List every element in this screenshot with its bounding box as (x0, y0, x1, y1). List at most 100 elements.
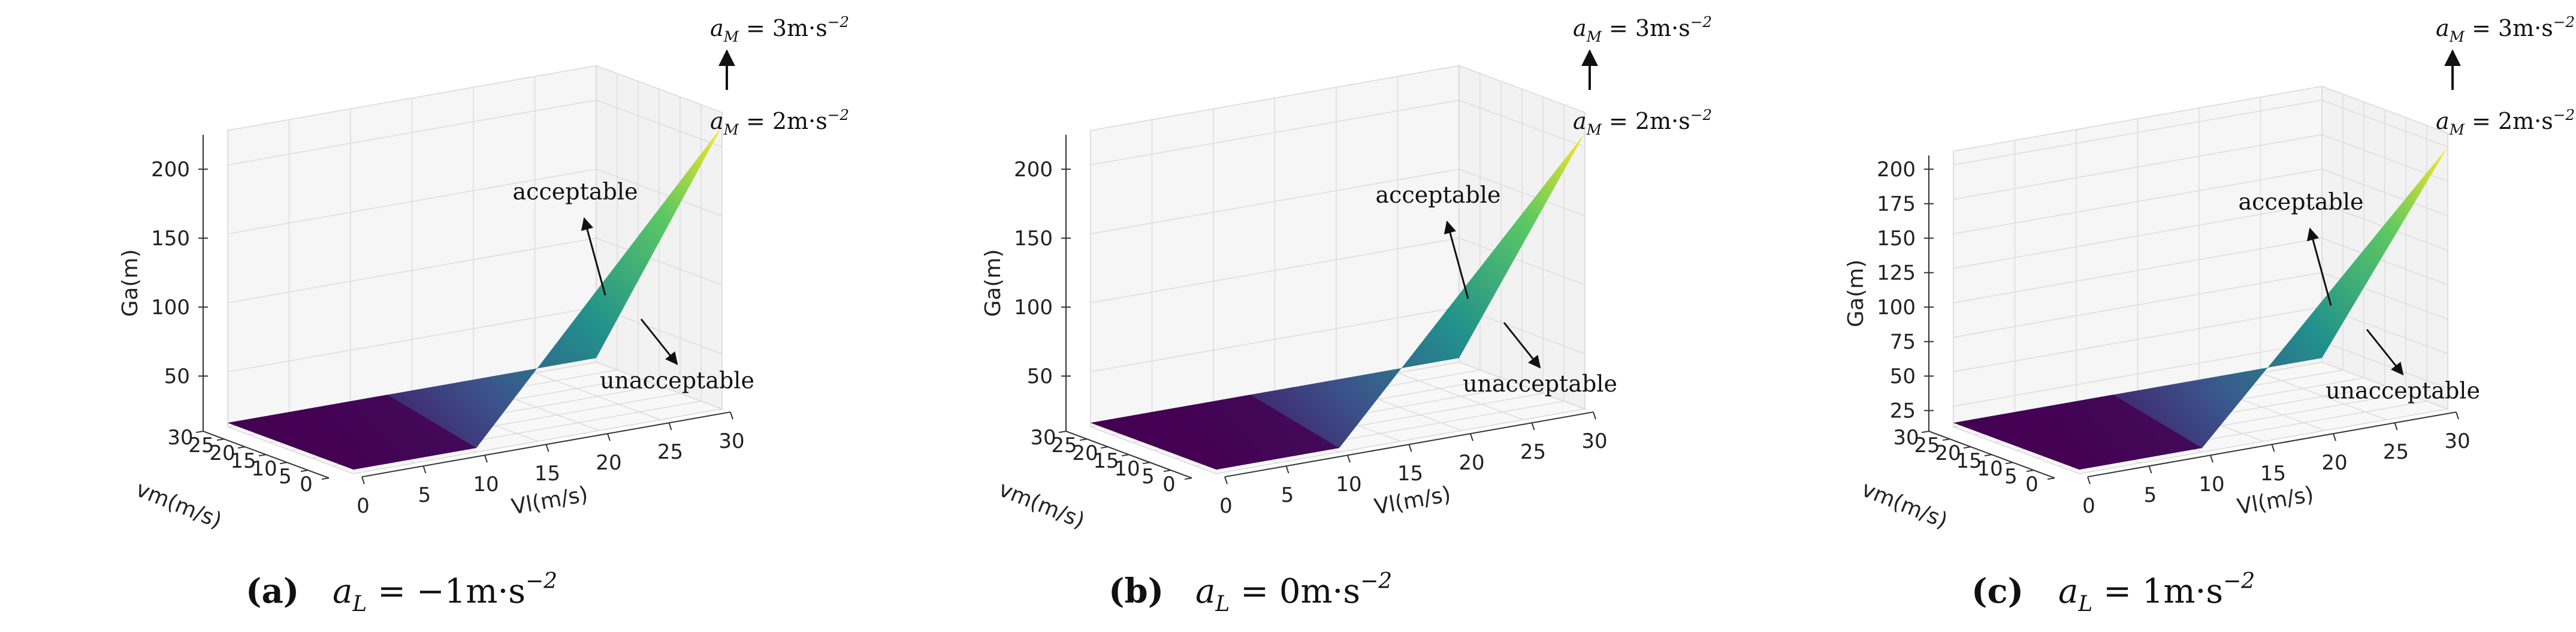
x-tick (730, 411, 733, 420)
y-tick-label: 25 (1051, 434, 1077, 458)
x-tick-label: 5 (2144, 483, 2157, 507)
wall-grid-z (1090, 100, 1586, 165)
y-tick-label: 15 (1956, 449, 1982, 473)
unacceptable-label: unacceptable (2326, 378, 2480, 404)
x-tick-label: 25 (1520, 440, 1546, 464)
acceptable-arrow (581, 217, 606, 296)
x-tick-label: 20 (596, 451, 621, 475)
x-tick-label: 10 (473, 473, 499, 496)
acceptable-label: acceptable (513, 178, 638, 204)
x-tick (1285, 465, 1289, 474)
x-tick (2456, 411, 2459, 420)
acceptable-label: acceptable (2239, 189, 2364, 215)
y-tick (1984, 454, 1992, 457)
z-tick-label: 50 (1027, 365, 1053, 389)
y-tick (1963, 446, 1971, 449)
y-tick (1921, 431, 1929, 434)
y-tick (258, 454, 267, 457)
z-tick-label: 100 (1877, 296, 1916, 320)
surface-flat-region (1953, 395, 2202, 470)
y-tick-label: 30 (167, 426, 193, 450)
x-tick-label: 20 (2321, 451, 2347, 475)
y-tick (2005, 462, 2013, 465)
z-tick-label: 25 (1890, 399, 1916, 423)
x-tick (1224, 476, 1228, 484)
x-tick-label: 30 (1581, 429, 1607, 453)
x-tick-label: 20 (1458, 451, 1484, 475)
y-tick-label: 5 (279, 465, 292, 489)
y-tick (237, 446, 246, 449)
x-tick-label: 5 (418, 483, 431, 507)
y-tick-label: 5 (1141, 465, 1155, 489)
y-tick-label: 20 (209, 441, 235, 465)
z-tick-label: 75 (1890, 330, 1916, 354)
x-tick (2148, 465, 2152, 474)
wall-grid-z (1953, 100, 2448, 165)
z-tick-label: 150 (151, 227, 190, 251)
x-tick (668, 422, 672, 431)
y-tick-label: 20 (1935, 441, 1961, 465)
x-tick (2271, 444, 2275, 452)
x-axis-label: Vl(m/s) (2236, 482, 2316, 520)
floor-grid-x (1458, 362, 1586, 410)
x-tick-label: 0 (357, 494, 370, 518)
panel-caption-math: aL = 1m·s−2 (2058, 569, 2255, 616)
x-tick (2087, 476, 2091, 484)
y-tick-label: 30 (1030, 426, 1056, 450)
y-tick-label: 15 (230, 449, 256, 473)
wall-grid-z (1953, 134, 2448, 200)
acceptable-label: acceptable (1376, 182, 1501, 208)
y-tick-label: 10 (1114, 457, 1140, 481)
y-tick (1100, 446, 1109, 449)
y-tick (300, 470, 309, 473)
z-tick-label: 100 (151, 296, 190, 320)
wall-grid-z (1090, 237, 1586, 303)
y-tick-label: 0 (2025, 473, 2039, 496)
x-tick-label: 30 (718, 429, 744, 453)
y-tick-label: 15 (1093, 449, 1119, 473)
y-tick (1184, 477, 1192, 480)
x-tick (2333, 433, 2336, 441)
y-tick-label: 0 (300, 473, 313, 496)
y-axis-label: vm(m/s) (1858, 477, 1951, 533)
aM-upper-label: aM = 3m·s−2 (1573, 13, 1712, 46)
x-tick-label: 5 (1281, 483, 1294, 507)
x-tick-label: 15 (2260, 462, 2286, 486)
wall-grid-z (227, 237, 723, 303)
y-tick (1163, 470, 1171, 473)
z-tick-label: 50 (1890, 365, 1916, 389)
y-tick-label: 10 (251, 457, 277, 481)
aM-lower-label: aM = 2m·s−2 (1573, 106, 1712, 139)
surface-flat-region (1091, 395, 1339, 470)
acceptable-arrow (2306, 227, 2332, 306)
panel-caption-label: (b) (1109, 571, 1164, 611)
z-tick-label: 200 (1014, 158, 1053, 182)
x-tick-label: 15 (1397, 462, 1423, 486)
x-tick (2394, 422, 2398, 431)
y-tick (1079, 438, 1088, 441)
y-tick (1121, 454, 1130, 457)
aM-lower-label: aM = 2m·s−2 (2436, 106, 2575, 139)
x-tick-label: 10 (2198, 473, 2224, 496)
panel-caption-math: aL = 0m·s−2 (1195, 569, 1392, 616)
x-tick-label: 30 (2444, 429, 2470, 453)
aM-upper-label: aM = 3m·s−2 (2436, 13, 2575, 46)
x-axis-label: Vl(m/s) (1373, 482, 1453, 520)
x-tick (422, 465, 427, 474)
z-axis-label: Ga(m) (981, 249, 1005, 317)
y-tick-label: 0 (1162, 473, 1176, 496)
y-tick (321, 477, 330, 480)
unacceptable-label: unacceptable (600, 367, 754, 393)
y-tick-label: 25 (188, 434, 214, 458)
z-axis-label: Ga(m) (1844, 260, 1868, 327)
x-tick (607, 433, 611, 441)
z-tick-label: 150 (1877, 227, 1916, 251)
y-tick (1058, 431, 1067, 434)
y-tick-label: 5 (2004, 465, 2018, 489)
y-tick (279, 462, 288, 465)
acceptable-arrow (1443, 220, 1469, 299)
x-tick-label: 0 (1219, 494, 1233, 518)
